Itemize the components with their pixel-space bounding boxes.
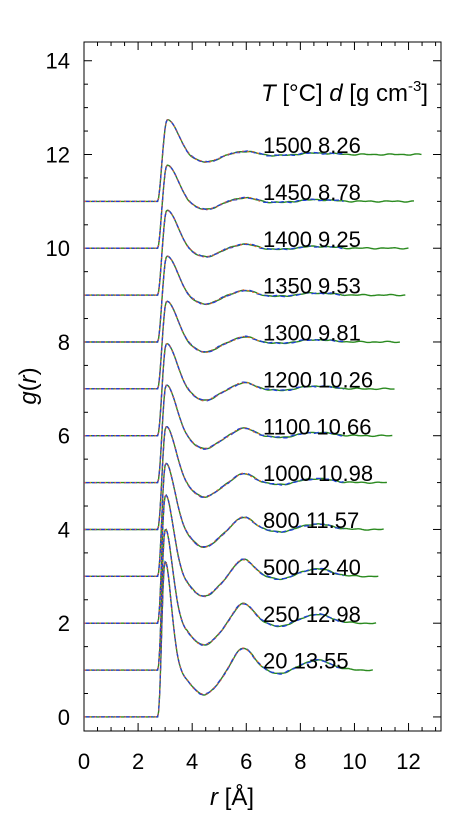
series-label: 250 12.98 <box>263 602 361 627</box>
series-labels: 1500 8.26 1450 8.78 1400 9.25 1350 9.53 1300… <box>263 133 373 674</box>
series-line-dashed-orange <box>84 560 262 718</box>
series-label: 500 12.40 <box>263 555 361 580</box>
series-line-dashed-orange <box>84 119 262 202</box>
x-tick-label: 10 <box>342 749 366 774</box>
series-line-dashed-purple <box>84 462 246 577</box>
curve-group <box>84 119 422 203</box>
series-line-dashed-orange <box>84 300 262 390</box>
curve-group <box>84 462 384 577</box>
series-label: 1100 10.66 <box>263 414 371 439</box>
curve-group <box>84 494 379 624</box>
y-tick-label: 14 <box>46 49 70 74</box>
series-line-dashed-blue <box>84 342 344 437</box>
y-axis-label: g(r) <box>15 367 42 404</box>
series-label: 800 11.57 <box>263 508 359 533</box>
series-line-dashed-orange <box>84 528 262 671</box>
curve-group <box>84 255 406 343</box>
curve-group <box>84 384 393 484</box>
series-line-dashed-purple <box>84 560 246 718</box>
plot-frame <box>83 41 442 732</box>
axis-ticks: 0 2 4 6 8 10 12 0 2 4 6 8 10 12 14 <box>46 42 441 774</box>
y-tick-label: 6 <box>58 424 70 449</box>
series-line <box>84 119 422 203</box>
series-line-dashed-orange <box>84 426 262 531</box>
x-tick-label: 0 <box>78 749 90 774</box>
series-line-dashed-blue <box>84 494 344 624</box>
y-tick-label: 0 <box>58 705 70 730</box>
series-line-dashed-blue <box>84 462 344 577</box>
x-tick-label: 12 <box>396 749 420 774</box>
series-line-dashed-blue <box>84 426 344 531</box>
series-label: 1350 9.53 <box>263 274 361 299</box>
series-line-dashed-orange <box>84 494 262 624</box>
curve-group <box>84 528 377 671</box>
curves <box>84 119 422 718</box>
curve-group <box>84 560 374 718</box>
series-line-dashed-blue <box>84 528 344 671</box>
series-line <box>84 164 414 249</box>
x-axis-label: r [Å] <box>210 783 254 811</box>
curve-group <box>84 342 395 437</box>
series-line-dashed-orange <box>84 164 262 249</box>
series-line-dashed-orange <box>84 255 262 343</box>
curve-group <box>84 300 400 390</box>
y-tick-label: 8 <box>58 330 70 355</box>
y-tick-label: 2 <box>58 611 70 636</box>
y-tick-label: 4 <box>58 517 70 542</box>
y-tick-label: 10 <box>46 236 70 261</box>
series-line-dashed-blue <box>84 384 344 484</box>
series-line-dashed-purple <box>84 528 246 671</box>
y-tick-label: 12 <box>46 142 70 167</box>
curve-group <box>84 164 414 249</box>
series-line-dashed-blue <box>84 164 344 249</box>
series-line-dashed-purple <box>84 494 246 624</box>
series-line-dashed-blue <box>84 255 344 343</box>
series-line-dashed-purple <box>84 164 246 249</box>
series-line <box>84 560 374 718</box>
legend-header: T [°C] d [g cm-3] <box>261 78 428 107</box>
series-line-dashed-blue <box>84 209 344 296</box>
series-line-dashed-orange <box>84 209 262 296</box>
series-label: 1300 9.81 <box>263 321 361 346</box>
series-label: 1400 9.25 <box>263 227 361 252</box>
series-label: 1000 10.98 <box>263 461 373 486</box>
plot-border <box>83 41 442 732</box>
curve-group <box>84 426 387 531</box>
series-line-dashed-orange <box>84 384 262 484</box>
series-label: 1450 8.78 <box>263 180 361 205</box>
series-line-dashed-blue <box>84 119 344 203</box>
x-tick-label: 2 <box>132 749 144 774</box>
x-tick-label: 8 <box>294 749 306 774</box>
x-tick-label: 4 <box>186 749 198 774</box>
curve-group <box>84 209 409 296</box>
x-tick-label: 6 <box>240 749 252 774</box>
series-line-dashed-blue <box>84 300 344 390</box>
series-line-dashed-orange <box>84 343 262 437</box>
series-line-dashed-orange <box>84 462 262 577</box>
series-label: 20 13.55 <box>263 649 349 674</box>
series-label: 1200 10.26 <box>263 367 373 392</box>
series-label: 1500 8.26 <box>263 133 361 158</box>
